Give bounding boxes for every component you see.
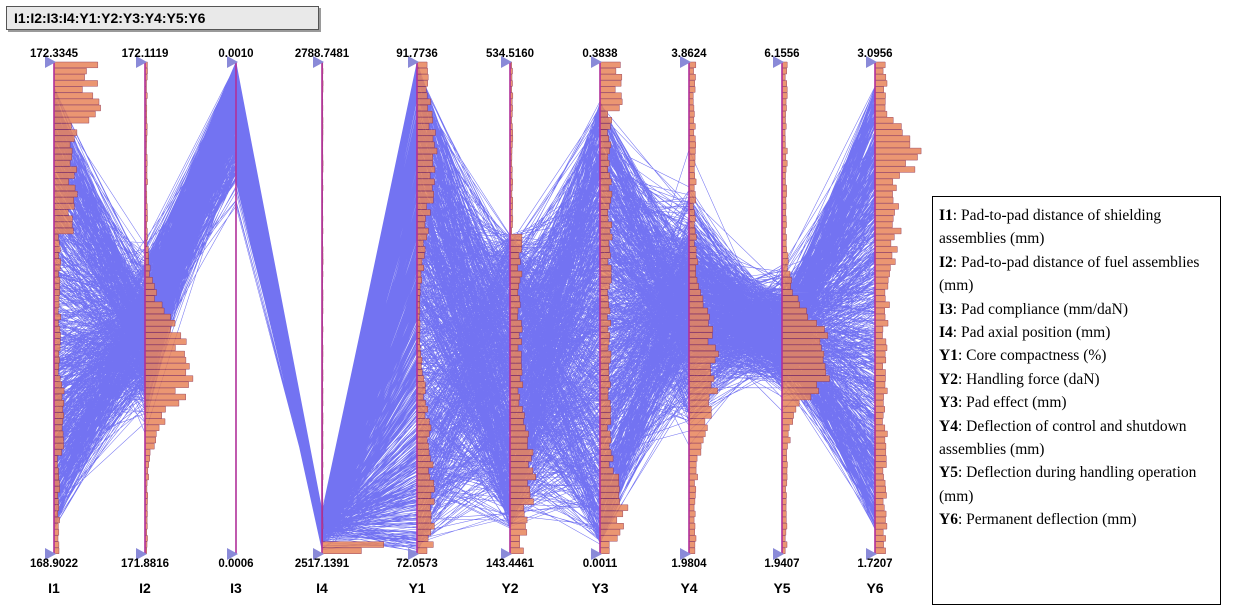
- axis-name-Y2: Y2: [501, 580, 518, 596]
- legend-entry-Y1: Y1: Core compactness (%): [939, 347, 1106, 364]
- axis-max-label-Y2: 534.5160: [486, 48, 534, 60]
- variable-legend: I1: Pad-to-pad distance of shielding ass…: [932, 196, 1221, 605]
- axis-name-Y4: Y4: [680, 580, 697, 596]
- bottom-marker-Y6: [866, 548, 877, 560]
- axis-max-label-I4: 2788.7481: [295, 48, 350, 60]
- histogram-Y3: [599, 61, 629, 554]
- legend-entry-I3: I3: Pad compliance (mm/daN): [939, 301, 1128, 318]
- axis-min-label-Y6: 1.7207: [857, 558, 892, 570]
- legend-text: : Permanent deflection (mm): [957, 511, 1137, 529]
- legend-text: : Handling force (daN): [957, 370, 1100, 388]
- legend-key: I3: [939, 300, 953, 318]
- axis-name-I3: I3: [230, 580, 242, 596]
- bottom-marker-I3: [227, 548, 238, 560]
- axis-max-label-Y5: 6.1556: [764, 48, 799, 60]
- top-marker-I3: [227, 56, 238, 68]
- legend-entry-Y3: Y3: Pad effect (mm): [939, 394, 1067, 411]
- axis-max-label-I2: 172.1119: [122, 48, 169, 60]
- axis-max-label-Y1: 91.7736: [396, 48, 438, 60]
- axis-name-Y5: Y5: [773, 580, 790, 596]
- bottom-marker-Y3: [591, 548, 602, 560]
- bottom-marker-I4: [313, 548, 324, 560]
- axis-name-Y6: Y6: [866, 580, 883, 596]
- legend-key: I4: [939, 324, 953, 342]
- legend-key: Y1: [939, 347, 958, 365]
- legend-entry-Y2: Y2: Handling force (daN): [939, 371, 1100, 388]
- legend-text: : Pad axial position (mm): [952, 324, 1111, 342]
- label-layer: 172.3345 168.9022 I1 172.1119 171.8816 I2 0.00…: [30, 48, 893, 596]
- axis-min-label-Y5: 1.9407: [764, 558, 799, 570]
- axis-name-Y1: Y1: [408, 580, 425, 596]
- axis-min-label-I3: 0.0006: [218, 558, 253, 570]
- top-marker-Y2: [501, 56, 512, 68]
- legend-key: I1: [939, 207, 953, 224]
- top-marker-I1: [45, 56, 56, 68]
- bottom-marker-Y2: [501, 548, 512, 560]
- axis-min-label-I4: 2517.1391: [295, 558, 350, 570]
- legend-entry-I4: I4: Pad axial position (mm): [939, 324, 1110, 341]
- legend-text: : Pad-to-pad distance of shielding assem…: [939, 207, 1162, 248]
- top-marker-Y3: [591, 56, 602, 68]
- axis-max-label-I3: 0.0010: [218, 48, 253, 60]
- legend-entry-Y6: Y6: Permanent deflection (mm): [939, 511, 1137, 528]
- histogram-Y5: [781, 61, 830, 554]
- chart-title-box: I1:I2:I3:I4:Y1:Y2:Y3:Y4:Y5:Y6: [6, 6, 319, 30]
- top-marker-I2: [136, 56, 147, 68]
- axis-min-label-Y1: 72.0573: [396, 558, 438, 570]
- axis-max-label-Y6: 3.0956: [857, 48, 892, 60]
- parallel-coordinates-plot: 172.3345 168.9022 I1 172.1119 171.8816 I2 0.00…: [30, 48, 922, 596]
- legend-entry-I1: I1: Pad-to-pad distance of shielding ass…: [939, 207, 1161, 247]
- axis-min-label-Y3: 0.0011: [583, 558, 618, 570]
- axis-name-I1: I1: [48, 580, 60, 596]
- histogram-Y6: [874, 61, 922, 554]
- axis-max-label-Y4: 3.8624: [671, 48, 707, 60]
- top-marker-Y1: [408, 56, 419, 68]
- legend-key: Y4: [939, 417, 958, 435]
- axis-min-label-Y4: 1.9804: [671, 558, 707, 570]
- top-marker-Y5: [773, 56, 784, 68]
- top-marker-I4: [313, 56, 324, 68]
- legend-key: I2: [939, 253, 953, 271]
- legend-text: : Deflection during handling operation (…: [939, 464, 1197, 505]
- bottom-marker-Y1: [408, 548, 419, 560]
- histogram-Y4: [688, 61, 719, 554]
- legend-key: Y6: [939, 511, 958, 529]
- axis-max-label-Y3: 0.3838: [582, 48, 618, 60]
- data-polylines: [53, 60, 876, 553]
- axis-name-I4: I4: [316, 580, 328, 596]
- axis-name-Y3: Y3: [591, 580, 608, 596]
- top-marker-Y6: [866, 56, 877, 68]
- legend-key: Y2: [939, 370, 958, 388]
- legend-text: : Pad-to-pad distance of fuel assemblies…: [939, 253, 1200, 295]
- histogram-Y1: [416, 61, 438, 554]
- histogram-I2: [144, 61, 194, 554]
- legend-text: : Pad compliance (mm/daN): [952, 300, 1128, 318]
- axis-name-I2: I2: [139, 580, 151, 596]
- legend-text: : Deflection of control and shutdown ass…: [939, 417, 1187, 459]
- legend-key: Y5: [939, 464, 958, 482]
- axis-max-label-I1: 172.3345: [30, 48, 79, 60]
- axis-min-label-I2: 171.8816: [121, 558, 169, 570]
- histogram-I1: [53, 61, 101, 554]
- axis-min-label-Y2: 143.4461: [486, 558, 535, 570]
- bottom-marker-Y4: [680, 548, 691, 560]
- legend-key: Y3: [939, 394, 958, 412]
- polyline-layer: [53, 60, 876, 553]
- legend-text: : Pad effect (mm): [957, 394, 1067, 412]
- axis-layer: [45, 56, 877, 560]
- chart-title: I1:I2:I3:I4:Y1:Y2:Y3:Y4:Y5:Y6: [14, 10, 206, 26]
- legend-entry-I2: I2: Pad-to-pad distance of fuel assembli…: [939, 254, 1199, 294]
- legend-entry-Y4: Y4: Deflection of control and shutdown a…: [939, 418, 1187, 458]
- legend-entry-Y5: Y5: Deflection during handling operation…: [939, 464, 1196, 504]
- legend-text: : Core compactness (%): [957, 347, 1107, 365]
- top-marker-Y4: [680, 56, 691, 68]
- axis-min-label-I1: 168.9022: [30, 558, 78, 570]
- bottom-marker-I2: [136, 548, 147, 560]
- bottom-marker-I1: [45, 548, 56, 560]
- bottom-marker-Y5: [773, 548, 784, 560]
- histogram-Y2: [509, 61, 536, 554]
